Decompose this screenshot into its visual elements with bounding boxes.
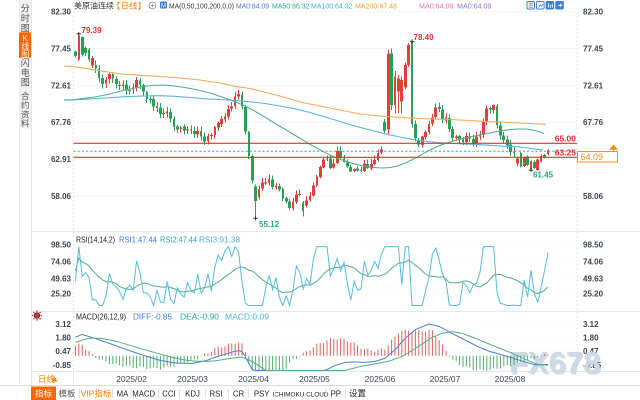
svg-text:MA0:64.09: MA0:64.09 [457, 2, 492, 11]
svg-text:82.30: 82.30 [51, 8, 72, 17]
svg-text:CR: CR [233, 390, 245, 399]
svg-text:MA200:67.48: MA200:67.48 [355, 2, 397, 11]
svg-text:58.06: 58.06 [51, 192, 72, 201]
svg-text:72.61: 72.61 [51, 81, 72, 90]
svg-text:49.63: 49.63 [583, 275, 604, 284]
svg-text:MACD: MACD [132, 390, 155, 399]
svg-text:62.91: 62.91 [51, 155, 72, 164]
svg-text:98.50: 98.50 [583, 241, 604, 250]
svg-text:RSI: RSI [210, 390, 223, 399]
svg-text:78.40: 78.40 [414, 33, 435, 42]
svg-text:MA0:64.09: MA0:64.09 [236, 2, 269, 11]
svg-text:ICHIMOKU CLOUD: ICHIMOKU CLOUD [272, 392, 328, 399]
svg-text:日线: 日线 [38, 374, 56, 384]
svg-text:63.25: 63.25 [555, 148, 577, 158]
svg-text:MA: MA [117, 390, 129, 399]
svg-text:2025/04: 2025/04 [238, 374, 269, 384]
svg-text:2025/05: 2025/05 [299, 374, 330, 384]
svg-text:CCI: CCI [162, 390, 175, 399]
svg-text:合: 合 [21, 90, 30, 101]
svg-text:-0.85: -0.85 [53, 361, 72, 370]
svg-text:设置: 设置 [349, 389, 367, 399]
svg-text:日: 日 [121, 2, 129, 11]
svg-text:闪: 闪 [21, 58, 30, 68]
svg-text:RSI(14,14,2): RSI(14,14,2) [76, 235, 115, 245]
svg-text:图: 图 [21, 78, 30, 88]
svg-text:72.61: 72.61 [583, 81, 604, 90]
svg-text:时: 时 [21, 13, 30, 24]
svg-text:55.12: 55.12 [259, 220, 280, 229]
svg-text:线: 线 [21, 41, 29, 51]
svg-text:PP: PP [331, 390, 341, 399]
svg-text:美原油连续: 美原油连续 [74, 1, 114, 11]
svg-text:1.80: 1.80 [583, 334, 599, 343]
svg-text:RSI3:91.38: RSI3:91.38 [199, 236, 241, 245]
svg-text:74.06: 74.06 [51, 258, 72, 267]
svg-text:64.09: 64.09 [581, 152, 604, 162]
svg-text:图: 图 [21, 50, 29, 59]
svg-text:58.06: 58.06 [583, 192, 604, 201]
svg-text:图: 图 [21, 24, 30, 34]
svg-text:82.30: 82.30 [583, 8, 604, 17]
svg-text:K: K [23, 34, 29, 43]
svg-text:0.47: 0.47 [55, 347, 71, 356]
svg-text:3.12: 3.12 [55, 320, 71, 329]
svg-text:2025/02: 2025/02 [116, 374, 147, 384]
svg-text:FX678: FX678 [511, 347, 602, 382]
svg-text:RSI2:47.44: RSI2:47.44 [160, 236, 198, 245]
svg-text:77.45: 77.45 [583, 45, 604, 54]
svg-text:资: 资 [21, 109, 30, 119]
svg-text:61.45: 61.45 [533, 171, 554, 180]
svg-text:MA100:64.32: MA100:64.32 [311, 2, 353, 11]
svg-text:2025/08: 2025/08 [495, 374, 526, 384]
svg-text:1.80: 1.80 [55, 334, 71, 343]
svg-text:指标: 指标 [35, 389, 53, 399]
svg-text:MACD(26,12,9): MACD(26,12,9) [76, 312, 126, 322]
svg-text:模板: 模板 [58, 389, 76, 399]
svg-text:25.20: 25.20 [583, 289, 604, 298]
svg-text:约: 约 [21, 99, 30, 110]
svg-text:2025/07: 2025/07 [430, 374, 461, 384]
svg-text:】: 】 [138, 2, 146, 11]
svg-text:分: 分 [21, 4, 30, 14]
svg-text:2025/06: 2025/06 [365, 374, 396, 384]
svg-text:67.76: 67.76 [51, 118, 72, 127]
svg-text:料: 料 [21, 118, 30, 129]
svg-text:线: 线 [129, 1, 137, 11]
svg-text:3.12: 3.12 [583, 320, 599, 329]
svg-text:74.06: 74.06 [583, 258, 604, 267]
svg-text:M: M [161, 4, 166, 10]
svg-text:MA(0,50,100,200,0,0): MA(0,50,100,200,0,0) [169, 4, 234, 11]
svg-text:DEA:-0.90: DEA:-0.90 [180, 312, 219, 322]
svg-text:PSY: PSY [254, 390, 270, 399]
svg-text:98.50: 98.50 [51, 241, 72, 250]
svg-text:49.63: 49.63 [51, 275, 72, 284]
svg-text:RSI1:47.44: RSI1:47.44 [119, 236, 158, 245]
svg-text:2025/03: 2025/03 [177, 374, 208, 384]
svg-text:KDJ: KDJ [185, 390, 200, 399]
svg-text:25.20: 25.20 [51, 289, 72, 298]
svg-text:79.39: 79.39 [82, 26, 103, 35]
svg-text:-0.85: -0.85 [583, 361, 602, 370]
svg-text:MACD:0.09: MACD:0.09 [225, 312, 269, 322]
svg-text:67.76: 67.76 [583, 118, 604, 127]
svg-text:0.47: 0.47 [583, 347, 599, 356]
svg-text:VIP指标: VIP指标 [81, 389, 112, 399]
svg-text:77.45: 77.45 [51, 45, 72, 54]
svg-text:MA0:64.09: MA0:64.09 [419, 2, 454, 11]
svg-text:MA50:66.32: MA50:66.32 [272, 2, 310, 11]
svg-text:65.00: 65.00 [555, 134, 577, 144]
svg-text:电: 电 [21, 67, 30, 78]
svg-text:【: 【 [112, 2, 120, 11]
svg-text:DIFF:-0.85: DIFF:-0.85 [133, 312, 172, 322]
